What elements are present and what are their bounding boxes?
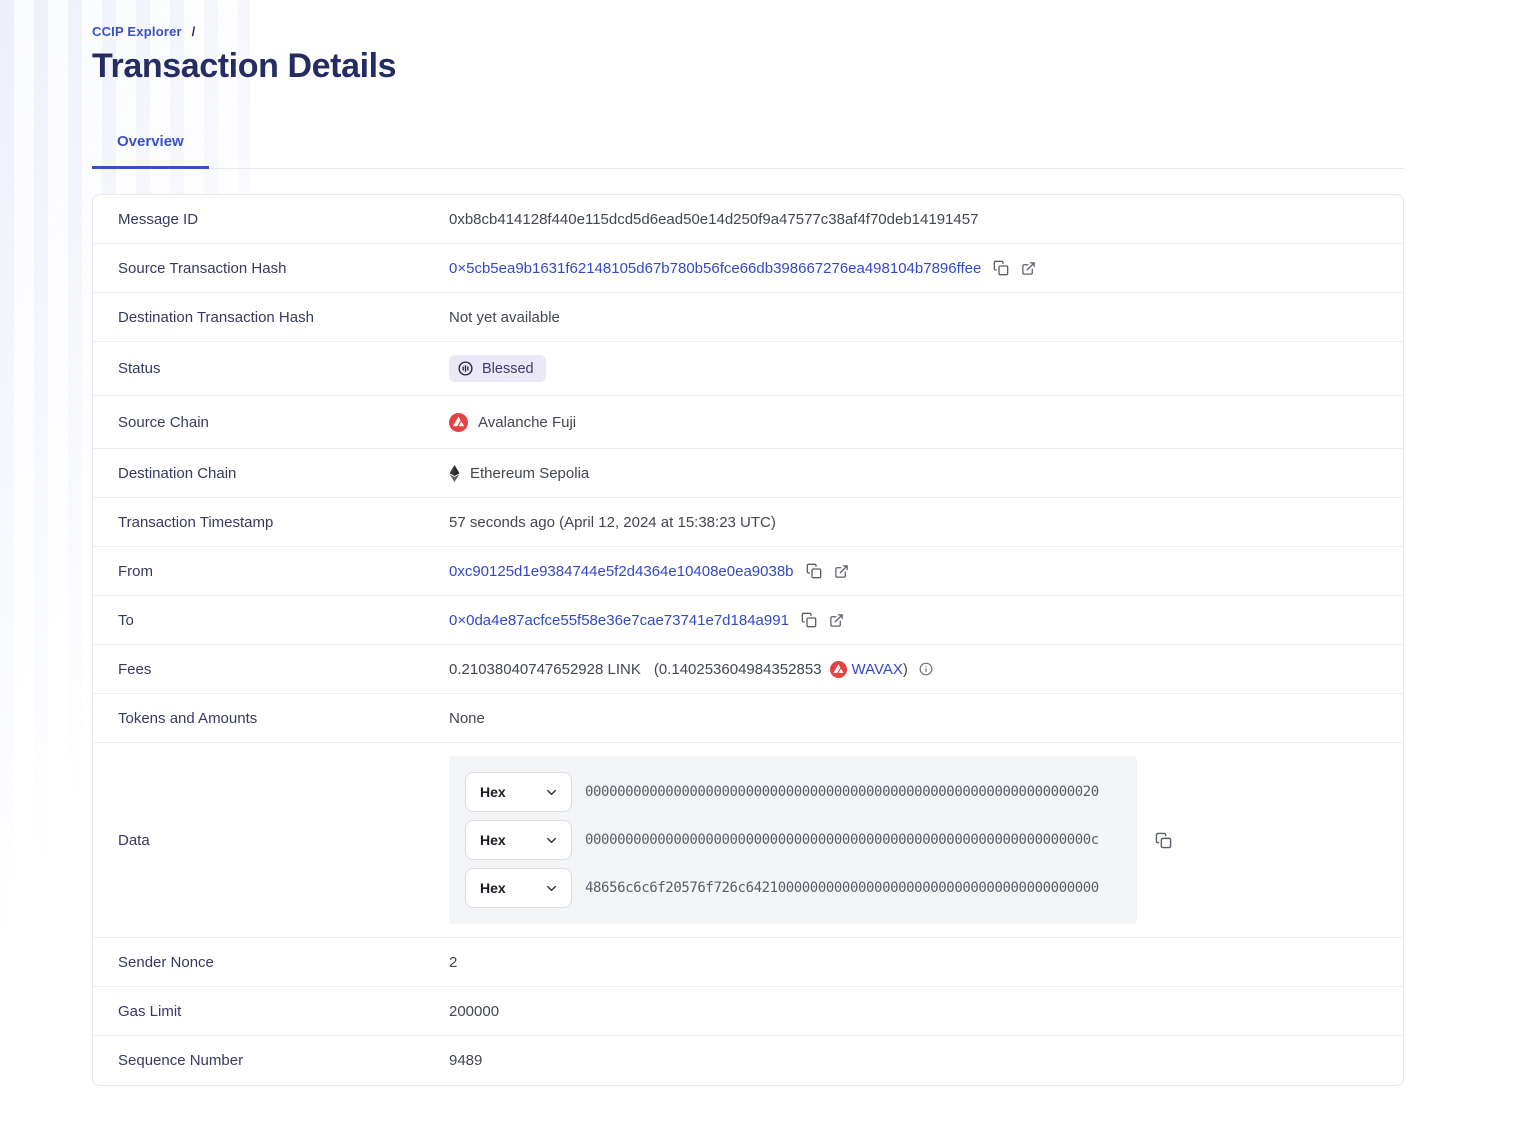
sender-nonce-value: 2: [449, 953, 458, 971]
tab-overview-label: Overview: [117, 133, 184, 150]
blessed-status-icon: [457, 360, 474, 377]
encoding-select[interactable]: Hex: [465, 820, 572, 860]
tab-bar: Overview: [92, 133, 1404, 169]
data-hex-box: Hex 000000000000000000000000000000000000…: [449, 756, 1137, 924]
gas-limit-value: 200000: [449, 1002, 500, 1020]
message-id-label: Message ID: [118, 210, 199, 228]
row-tokens-and-amounts: Tokens and Amounts None: [93, 694, 1403, 743]
fees-link-amount: 0.21038040747652928 LINK: [449, 660, 641, 678]
page-title: Transaction Details: [92, 47, 397, 85]
dest-chain-value: Ethereum Sepolia: [470, 464, 590, 482]
source-chain-label: Source Chain: [118, 413, 209, 431]
row-dest-chain: Destination Chain Ethereum Sepolia: [93, 449, 1403, 498]
row-message-id: Message ID 0xb8cb414128f440e115dcd5d6ead…: [93, 195, 1403, 244]
data-label: Data: [118, 831, 150, 849]
row-to: To 0×0da4e87acfce55f58e36e7cae73741e7d18…: [93, 596, 1403, 645]
avalanche-icon: [449, 412, 468, 432]
row-from: From 0xc90125d1e9384744e5f2d4364e10408e0…: [93, 547, 1403, 596]
data-hex-line: Hex 48656c6c6f20576f726c6421000000000000…: [465, 868, 1121, 908]
data-hex-value: 0000000000000000000000000000000000000000…: [585, 784, 1099, 800]
chevron-down-icon: [544, 881, 559, 896]
breadcrumb-separator: /: [191, 24, 196, 39]
status-badge: Blessed: [449, 355, 546, 382]
to-address-link[interactable]: 0×0da4e87acfce55f58e36e7cae73741e7d184a9…: [449, 611, 789, 629]
info-icon[interactable]: [919, 662, 933, 676]
row-status: Status Blessed: [93, 342, 1403, 396]
source-chain-value: Avalanche Fuji: [478, 413, 577, 431]
encoding-select[interactable]: Hex: [465, 868, 572, 908]
sequence-number-label: Sequence Number: [118, 1052, 244, 1069]
row-fees: Fees 0.21038040747652928 LINK (0.1402536…: [93, 645, 1403, 694]
chevron-down-icon: [544, 833, 559, 848]
fees-converted-prefix: (0.140253604984352853: [653, 660, 822, 678]
copy-icon[interactable]: [806, 563, 822, 579]
tokens-and-amounts-label: Tokens and Amounts: [118, 709, 258, 727]
row-sender-nonce: Sender Nonce 2: [93, 938, 1403, 987]
dest-chain-label: Destination Chain: [118, 464, 237, 482]
row-source-tx-hash: Source Transaction Hash 0×5cb5ea9b1631f6…: [93, 244, 1403, 293]
status-badge-text: Blessed: [482, 360, 534, 377]
row-dest-tx-hash: Destination Transaction Hash Not yet ava…: [93, 293, 1403, 342]
sender-nonce-label: Sender Nonce: [118, 953, 214, 971]
copy-icon[interactable]: [801, 612, 817, 628]
encoding-select[interactable]: Hex: [465, 772, 572, 812]
data-hex-value: 0000000000000000000000000000000000000000…: [585, 832, 1099, 848]
fees-label: Fees: [118, 660, 152, 678]
external-link-icon[interactable]: [829, 613, 844, 628]
data-hex-line: Hex 000000000000000000000000000000000000…: [465, 772, 1121, 812]
wavax-token-link[interactable]: WAVAX: [851, 660, 903, 678]
source-tx-hash-label: Source Transaction Hash: [118, 259, 287, 277]
message-id-value: 0xb8cb414128f440e115dcd5d6ead50e14d250f9…: [449, 210, 979, 228]
copy-icon[interactable]: [993, 260, 1009, 276]
status-label: Status: [118, 360, 161, 377]
chevron-down-icon: [544, 785, 559, 800]
tab-overview[interactable]: Overview: [92, 133, 209, 169]
gas-limit-label: Gas Limit: [118, 1002, 182, 1020]
row-timestamp: Transaction Timestamp 57 seconds ago (Ap…: [93, 498, 1403, 547]
to-label: To: [118, 611, 134, 629]
copy-icon[interactable]: [1155, 832, 1172, 849]
ethereum-icon: [449, 464, 460, 482]
tokens-and-amounts-value: None: [449, 709, 485, 727]
dest-tx-hash-label: Destination Transaction Hash: [118, 308, 314, 326]
transaction-details-page: CCIP Explorer / Transaction Details Over…: [92, 24, 1404, 1086]
from-address-link[interactable]: 0xc90125d1e9384744e5f2d4364e10408e0ea903…: [449, 562, 794, 580]
dest-tx-hash-value: Not yet available: [449, 308, 560, 326]
external-link-icon[interactable]: [834, 564, 849, 579]
row-sequence-number: Sequence Number 9489: [93, 1036, 1403, 1085]
source-tx-hash-link[interactable]: 0×5cb5ea9b1631f62148105d67b780b56fce66db…: [449, 259, 982, 277]
avalanche-icon: [829, 660, 847, 678]
fees-close-paren: ): [902, 660, 908, 678]
row-source-chain: Source Chain Avalanche Fuji: [93, 396, 1403, 449]
row-data: Data Hex 0000000000000000000000000000000…: [93, 743, 1403, 938]
data-hex-value: 48656c6c6f20576f726c64210000000000000000…: [585, 880, 1099, 896]
timestamp-label: Transaction Timestamp: [118, 513, 274, 531]
breadcrumb: CCIP Explorer /: [92, 24, 1404, 39]
external-link-icon[interactable]: [1021, 261, 1036, 276]
from-label: From: [118, 562, 153, 580]
timestamp-value: 57 seconds ago (April 12, 2024 at 15:38:…: [449, 513, 776, 531]
row-gas-limit: Gas Limit 200000: [93, 987, 1403, 1036]
sequence-number-value: 9489: [449, 1052, 483, 1069]
breadcrumb-link-ccip-explorer[interactable]: CCIP Explorer: [92, 24, 182, 39]
transaction-details-card: Message ID 0xb8cb414128f440e115dcd5d6ead…: [92, 194, 1404, 1086]
data-hex-line: Hex 000000000000000000000000000000000000…: [465, 820, 1121, 860]
